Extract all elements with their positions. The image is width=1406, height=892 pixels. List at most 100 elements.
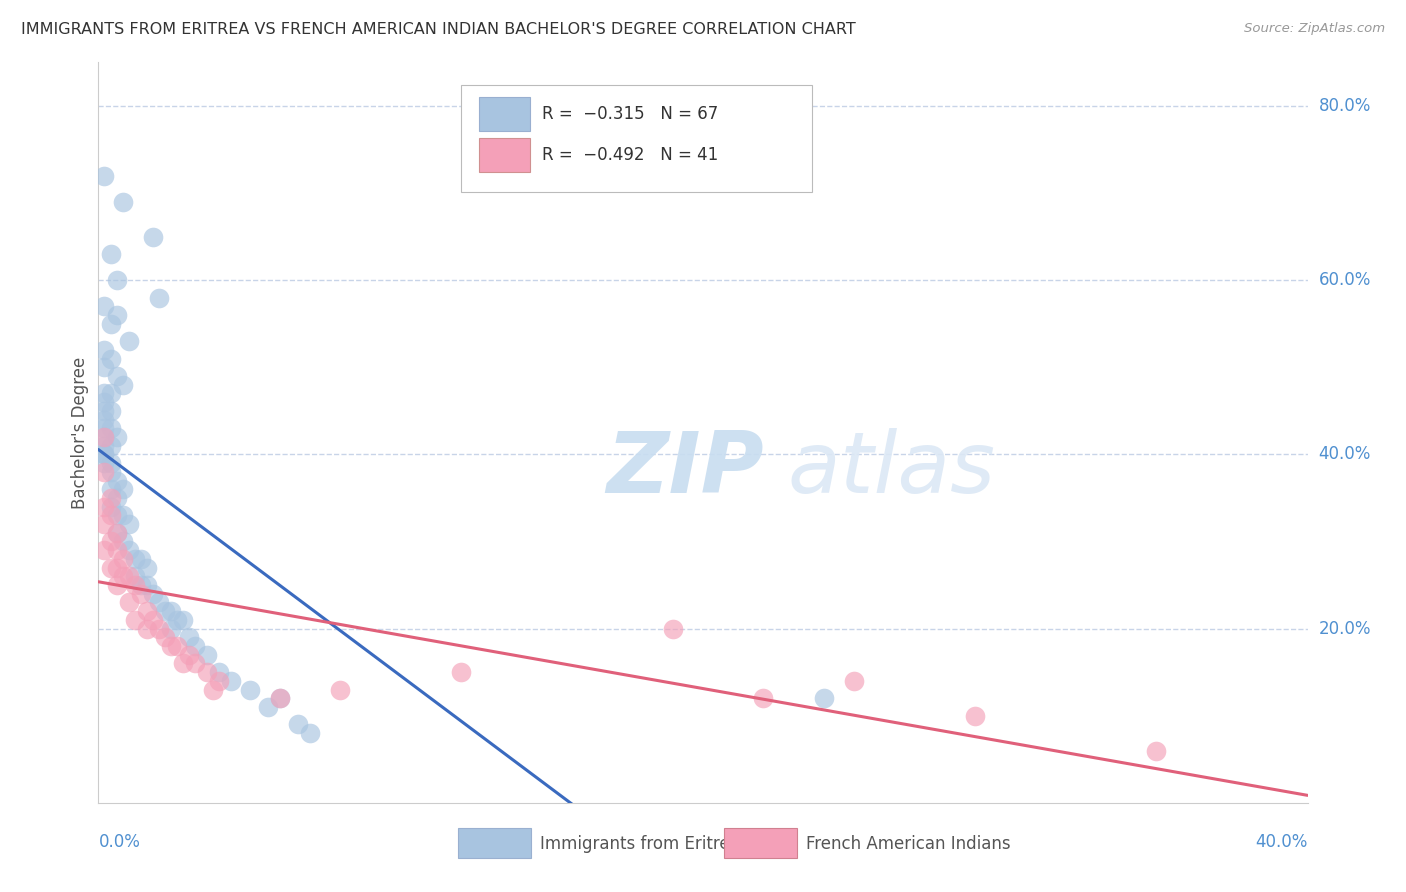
Point [135, 578, 157, 592]
Point [844, 673, 866, 688]
Point [142, 613, 165, 627]
Text: ZIP: ZIP [606, 428, 763, 511]
Point [129, 587, 152, 601]
Point [269, 691, 291, 706]
Point [965, 708, 987, 723]
Point [329, 682, 352, 697]
Point [105, 560, 128, 574]
Point [160, 604, 183, 618]
Point [124, 613, 146, 627]
Point [93, 421, 115, 435]
Point [100, 247, 122, 261]
Text: 40.0%: 40.0% [1319, 445, 1371, 464]
Point [100, 482, 122, 496]
Text: 80.0%: 80.0% [1319, 97, 1371, 115]
Point [1146, 743, 1168, 757]
Point [93, 543, 115, 558]
Point [118, 334, 141, 348]
Point [813, 691, 835, 706]
Point [172, 613, 194, 627]
Point [93, 439, 115, 453]
Point [287, 717, 309, 731]
Text: Immigrants from Eritrea: Immigrants from Eritrea [540, 835, 740, 853]
Point [148, 291, 170, 305]
Point [105, 491, 128, 505]
Point [111, 534, 134, 549]
Point [105, 474, 128, 488]
Point [752, 691, 775, 706]
Point [100, 386, 122, 401]
Point [184, 639, 207, 653]
Point [100, 534, 122, 549]
Point [100, 465, 122, 479]
Point [111, 482, 134, 496]
Point [202, 682, 225, 697]
Point [93, 299, 115, 313]
Point [118, 517, 141, 532]
Point [135, 560, 157, 574]
Text: 20.0%: 20.0% [1319, 620, 1371, 638]
Point [93, 404, 115, 418]
Point [93, 517, 115, 532]
Point [129, 578, 152, 592]
Point [93, 465, 115, 479]
Point [111, 508, 134, 523]
FancyBboxPatch shape [479, 97, 530, 131]
Point [93, 500, 115, 514]
Point [142, 587, 165, 601]
Point [93, 430, 115, 444]
Point [160, 622, 183, 636]
Point [100, 560, 122, 574]
Point [105, 578, 128, 592]
Point [100, 404, 122, 418]
Point [208, 665, 231, 680]
Point [148, 595, 170, 609]
Point [111, 194, 134, 209]
Point [105, 369, 128, 384]
Y-axis label: Bachelor's Degree: Bachelor's Degree [70, 357, 89, 508]
Point [208, 673, 231, 688]
Point [124, 569, 146, 583]
Point [111, 377, 134, 392]
Point [166, 639, 188, 653]
Point [93, 447, 115, 461]
Point [148, 622, 170, 636]
Text: 0.0%: 0.0% [98, 833, 141, 851]
Point [184, 657, 207, 671]
Point [100, 508, 122, 523]
Point [100, 491, 122, 505]
Point [100, 500, 122, 514]
Point [166, 613, 188, 627]
Point [93, 447, 115, 461]
Point [93, 386, 115, 401]
Point [105, 525, 128, 540]
Point [105, 430, 128, 444]
Point [172, 657, 194, 671]
Point [129, 552, 152, 566]
Point [661, 622, 683, 636]
Point [93, 395, 115, 409]
Point [93, 169, 115, 183]
Point [100, 317, 122, 331]
Point [135, 604, 157, 618]
Text: French American Indians: French American Indians [806, 835, 1011, 853]
Point [105, 525, 128, 540]
Point [100, 421, 122, 435]
Point [195, 648, 218, 662]
Text: IMMIGRANTS FROM ERITREA VS FRENCH AMERICAN INDIAN BACHELOR'S DEGREE CORRELATION : IMMIGRANTS FROM ERITREA VS FRENCH AMERIC… [21, 22, 856, 37]
Text: 40.0%: 40.0% [1256, 833, 1308, 851]
Point [179, 648, 201, 662]
Point [160, 639, 183, 653]
Point [450, 665, 472, 680]
Point [153, 630, 176, 644]
Point [135, 622, 157, 636]
Point [118, 595, 141, 609]
Point [100, 439, 122, 453]
Point [105, 273, 128, 287]
Point [100, 456, 122, 470]
Point [256, 700, 278, 714]
Text: R =  −0.492   N = 41: R = −0.492 N = 41 [543, 146, 718, 164]
Point [195, 665, 218, 680]
Point [93, 343, 115, 357]
Text: atlas: atlas [787, 428, 995, 511]
